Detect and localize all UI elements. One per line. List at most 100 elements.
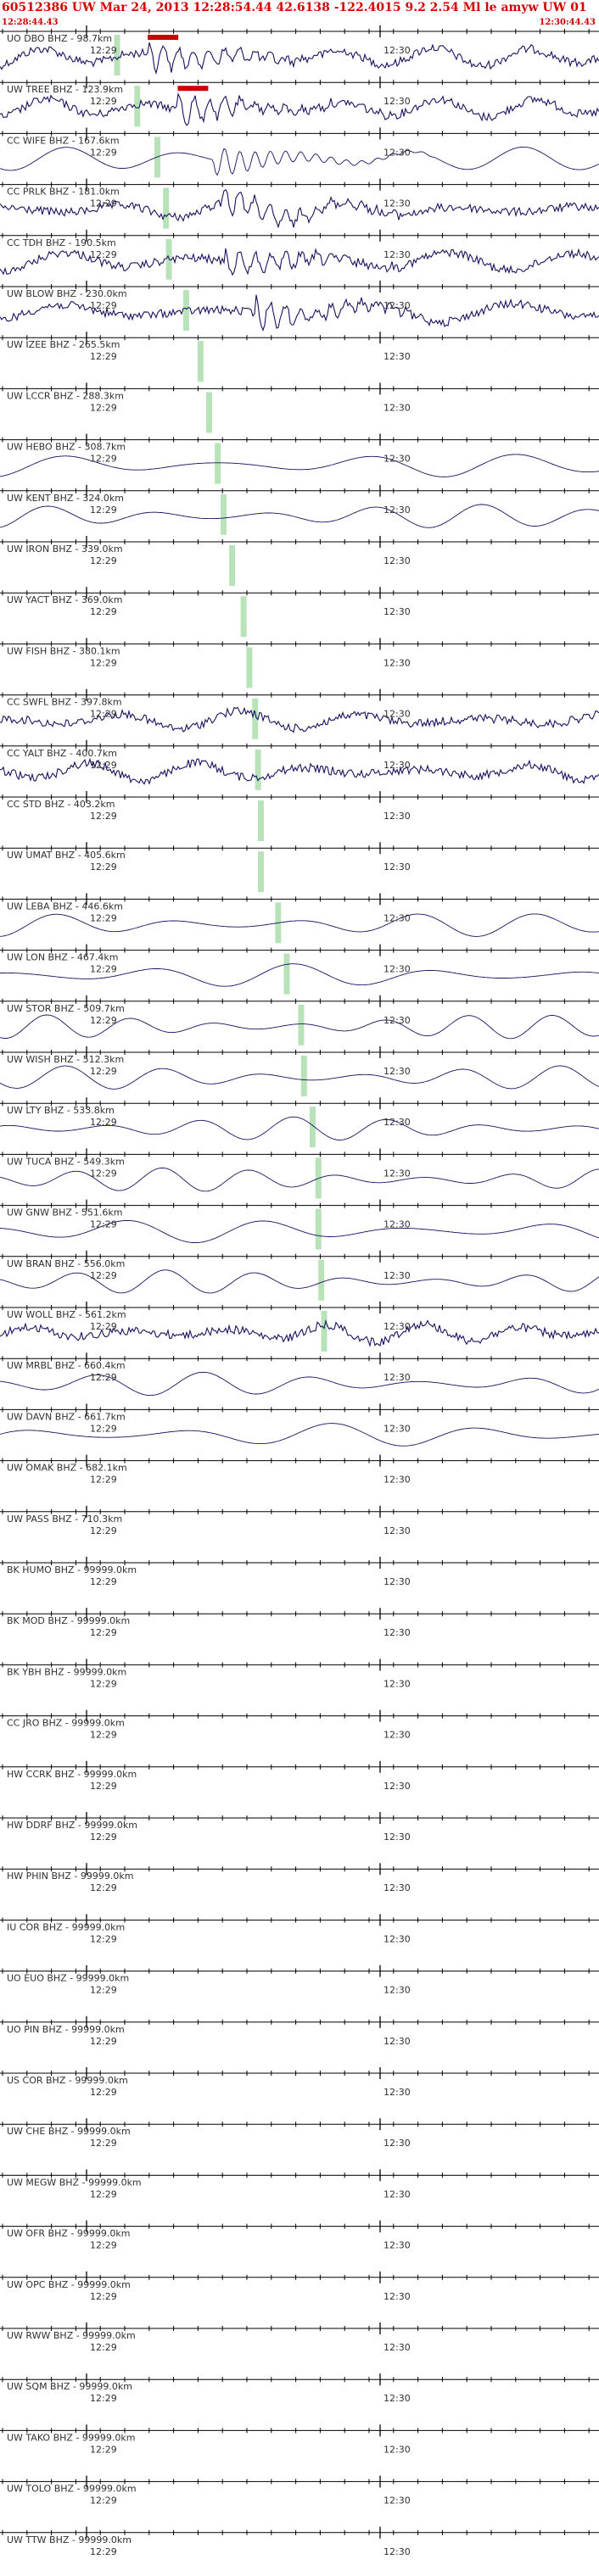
- time-tick-label: 12:29: [90, 249, 117, 260]
- time-tick-label: 12:29: [90, 1933, 117, 1944]
- p-pick-marker: [134, 86, 141, 127]
- channel-label: UW FISH BHZ - 380.1km: [7, 645, 120, 656]
- channel-label: UW OMAK BHZ - 682.1km: [7, 1463, 127, 1474]
- waveform-trace: [0, 454, 599, 477]
- time-tick-label: 12:30: [383, 1117, 411, 1128]
- time-tick-label: 12:29: [90, 1270, 117, 1281]
- time-tick-label: 12:29: [90, 2291, 117, 2302]
- time-tick-label: 12:29: [90, 1882, 117, 1893]
- time-tick-label: 12:29: [90, 2342, 117, 2353]
- time-tick-label: 12:30: [383, 454, 411, 465]
- p-pick-marker: [205, 392, 212, 433]
- waveform-trace: [0, 146, 599, 176]
- channel-label: US COR BHZ - 99999.0km: [7, 2075, 128, 2086]
- time-tick-label: 12:29: [90, 555, 117, 566]
- time-tick-label: 12:29: [90, 2393, 117, 2404]
- time-tick-label: 12:29: [90, 300, 117, 311]
- channel-label: UW KENT BHZ - 324.0km: [7, 493, 124, 504]
- time-tick-label: 12:30: [383, 1270, 411, 1281]
- time-tick-label: 12:30: [383, 2087, 411, 2098]
- time-tick-label: 12:30: [383, 657, 411, 668]
- channel-label: HW CCRK BHZ - 99999.0km: [7, 1769, 137, 1780]
- time-tick-label: 12:30: [383, 1985, 411, 1996]
- time-tick-label: 12:29: [90, 147, 117, 158]
- time-tick-label: 12:30: [383, 2138, 411, 2149]
- channel-label: UW WOLL BHZ - 561.2km: [7, 1309, 126, 1320]
- time-tick-label: 12:29: [90, 1117, 117, 1128]
- channel-label: UW YACT BHZ - 369.0km: [7, 594, 122, 605]
- waveform-trace: [0, 1116, 599, 1140]
- time-tick-label: 12:29: [90, 912, 117, 923]
- p-pick-marker: [220, 493, 227, 535]
- clip-indicator: [148, 35, 179, 40]
- p-pick-marker: [182, 290, 189, 331]
- time-tick-label: 12:30: [383, 2495, 411, 2506]
- end-time: 12:30:44.43: [539, 18, 596, 27]
- channel-label: CC SWFL BHZ - 397.8km: [7, 697, 122, 708]
- waveform-trace: [0, 42, 599, 75]
- time-tick-label: 12:29: [90, 709, 117, 720]
- time-tick-label: 12:30: [383, 1678, 411, 1689]
- time-tick-label: 12:30: [383, 2036, 411, 2047]
- channel-label: UW LTY BHZ - 533.8km: [7, 1105, 115, 1116]
- waveform-trace: [0, 1014, 599, 1040]
- time-tick-label: 12:30: [383, 2444, 411, 2455]
- p-pick-marker: [321, 1311, 327, 1352]
- p-pick-marker: [298, 1004, 305, 1045]
- time-tick-label: 12:30: [383, 1219, 411, 1230]
- channel-label: UW SQM BHZ - 99999.0km: [7, 2381, 132, 2392]
- channel-label: UO EUO BHZ - 99999.0km: [7, 1973, 129, 1984]
- time-tick-label: 12:30: [383, 1781, 411, 1792]
- time-tick-label: 12:30: [383, 2393, 411, 2404]
- channel-label: UW OPC BHZ - 99999.0km: [7, 2279, 131, 2290]
- channel-label: CC WIFE BHZ - 167.6km: [7, 135, 120, 146]
- channel-label: UW PASS BHZ - 710.3km: [7, 1514, 122, 1525]
- p-pick-marker: [252, 698, 259, 739]
- p-pick-marker: [318, 1259, 325, 1301]
- time-tick-label: 12:29: [90, 2087, 117, 2098]
- channel-label: CC TDH BHZ - 190.5km: [7, 237, 116, 248]
- waveform-trace: [0, 1168, 599, 1192]
- channel-label: UW CHE BHZ - 99999.0km: [7, 2126, 131, 2137]
- p-pick-marker: [163, 187, 170, 229]
- time-tick-label: 12:29: [90, 351, 117, 362]
- time-tick-label: 12:30: [383, 2188, 411, 2200]
- plot-header: 60512386 UW Mar 24, 2013 12:28:54.44 42.…: [0, 0, 599, 31]
- time-tick-label: 12:30: [383, 147, 411, 158]
- time-tick-label: 12:29: [90, 402, 117, 413]
- time-tick-label: 12:30: [383, 760, 411, 771]
- channel-label: UW MEGW BHZ - 99999.0km: [7, 2177, 142, 2188]
- time-tick-label: 12:29: [90, 1627, 117, 1638]
- time-tick-label: 12:29: [90, 454, 117, 465]
- time-tick-label: 12:30: [383, 1423, 411, 1434]
- channel-label: BK HUMO BHZ - 99999.0km: [7, 1564, 137, 1575]
- time-tick-label: 12:30: [383, 1832, 411, 1843]
- waveform-trace: [0, 294, 599, 332]
- waveform-trace: [0, 963, 599, 987]
- waveform-trace: [0, 92, 599, 126]
- time-tick-label: 12:30: [383, 1882, 411, 1893]
- clip-indicator: [177, 86, 209, 92]
- time-tick-label: 12:30: [383, 2291, 411, 2302]
- time-tick-label: 12:30: [383, 1730, 411, 1741]
- channel-label: UW OFR BHZ - 99999.0km: [7, 2228, 130, 2239]
- time-tick-label: 12:30: [383, 1576, 411, 1587]
- time-tick-label: 12:29: [90, 1576, 117, 1587]
- p-pick-marker: [300, 1056, 307, 1096]
- channel-label: UW LON BHZ - 467.4km: [7, 952, 118, 963]
- time-tick-label: 12:29: [90, 2495, 117, 2506]
- waveform-trace: [0, 1269, 599, 1294]
- channel-label: CC YALT BHZ - 400.7km: [7, 748, 117, 759]
- time-tick-label: 12:29: [90, 96, 117, 107]
- channel-label: CC STD BHZ - 403.2km: [7, 799, 115, 810]
- time-tick-label: 12:29: [90, 1321, 117, 1332]
- channel-label: UW MRBL BHZ - 660.4km: [7, 1360, 126, 1371]
- waveform-trace: [0, 1371, 599, 1397]
- start-time: 12:28:44.43: [2, 18, 59, 27]
- waveform-trace: [0, 189, 599, 229]
- time-tick-label: 12:29: [90, 45, 117, 56]
- p-pick-marker: [255, 749, 261, 790]
- p-pick-marker: [315, 1208, 322, 1250]
- time-tick-label: 12:29: [90, 964, 117, 975]
